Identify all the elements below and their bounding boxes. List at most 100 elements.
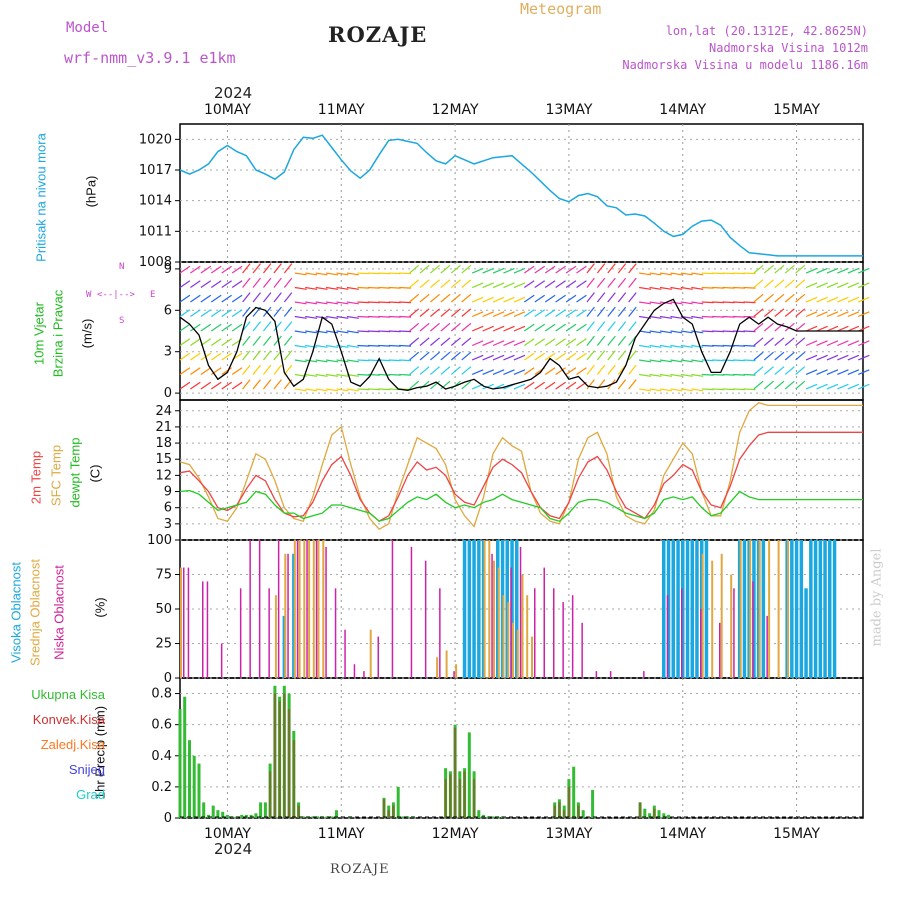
wind-barb: [492, 282, 505, 289]
wind-barb: [565, 294, 577, 303]
mid-cloud-bar: [445, 650, 448, 678]
wind-barb: [305, 272, 318, 276]
wind-barb: [555, 309, 566, 318]
wind-barb: [639, 344, 652, 348]
wind-barb: [305, 344, 318, 348]
wind-barb: [503, 296, 515, 303]
wind-barb: [440, 279, 451, 288]
wind-tick-label: 3: [164, 345, 172, 360]
wind-barb: [440, 351, 451, 361]
wind-barb: [576, 367, 587, 375]
wind-barb: [231, 323, 243, 332]
wind-barb: [482, 325, 494, 332]
mid-cloud-bar: [531, 636, 533, 678]
precip-legend-snow: Snijeg: [68, 762, 105, 777]
wind-barb: [743, 359, 756, 362]
low-cloud-bar: [581, 622, 583, 678]
wind-barb: [450, 293, 461, 303]
wind-barb: [305, 373, 318, 377]
temp-tick-label: 6: [164, 501, 172, 516]
high-cloud-bar: [662, 540, 666, 678]
wind-barb: [315, 344, 328, 348]
wind-barb: [200, 381, 212, 390]
wind-barb: [784, 293, 795, 303]
precip-conv-bar: [297, 805, 300, 818]
wind-barb: [680, 286, 693, 290]
wind-barb: [586, 321, 595, 332]
wind-barb: [712, 373, 725, 376]
precip-legend-hail: Grad: [76, 787, 105, 802]
day-label-bottom: 12MAY: [432, 826, 479, 842]
wind-barb: [388, 286, 401, 289]
wind-barb: [596, 292, 606, 303]
wind-barb: [263, 263, 272, 274]
wind-barb: [639, 373, 652, 377]
wind-barb: [190, 367, 201, 375]
wind-barb: [200, 280, 212, 289]
wind-barb: [544, 294, 556, 303]
wind-barb: [315, 330, 328, 334]
wind-barb: [659, 373, 672, 377]
wind-barb: [513, 282, 526, 289]
wind-barb: [367, 286, 380, 289]
wind-barb: [325, 286, 339, 290]
day-label-top: 13MAY: [545, 102, 592, 118]
wind-barb: [649, 272, 662, 276]
wind-barb: [639, 286, 652, 290]
wind-barb: [763, 308, 774, 317]
high-cloud-bar: [477, 540, 481, 678]
wind-barb: [670, 272, 683, 276]
wind-barb: [399, 344, 412, 347]
day-label-top: 10MAY: [204, 102, 251, 118]
mid-cloud-bar: [749, 540, 752, 678]
wind-barb: [628, 379, 637, 390]
wind-barb: [784, 264, 795, 274]
wind-barb: [273, 277, 282, 288]
wind-barb: [378, 301, 391, 304]
wind-barb: [210, 352, 222, 361]
wind-barb: [190, 309, 201, 318]
wind-barb: [712, 301, 725, 304]
mid-cloud-bar: [312, 540, 315, 678]
wind-barb: [399, 330, 412, 333]
mid-cloud-bar: [758, 540, 761, 678]
high-cloud-bar: [794, 540, 799, 678]
wind-barb: [847, 311, 860, 318]
wind-barb: [524, 280, 535, 289]
wind-barb: [680, 330, 693, 334]
wind-barb: [753, 322, 764, 332]
wind-barb: [596, 263, 606, 274]
precip-total-bar: [244, 814, 248, 818]
low-cloud-bar: [239, 588, 242, 678]
wind-barb: [534, 280, 546, 289]
sfc-temp-line: [179, 401, 863, 531]
wind-barb: [503, 325, 515, 332]
wind-barb: [659, 344, 672, 348]
pressure-tick-label: 1014: [139, 194, 172, 209]
mid-cloud-bar: [369, 629, 372, 678]
cloud-label-high: Visoka Oblacnost: [8, 562, 24, 663]
wind-barb: [263, 321, 272, 332]
wind-barb: [492, 267, 505, 274]
wind-barb: [722, 373, 735, 376]
wind-tick-label: 6: [164, 303, 172, 318]
mid-cloud-bar: [322, 540, 325, 678]
wind-barb: [774, 293, 785, 303]
wind-barb: [805, 296, 818, 303]
wind-barb: [283, 350, 293, 361]
wind-barb: [837, 369, 849, 376]
wind-barb: [492, 340, 505, 347]
wind-barb: [378, 286, 391, 289]
low-cloud-bar: [287, 553, 289, 678]
wind-barb: [346, 286, 359, 290]
wind-barb: [221, 352, 232, 361]
wind-barb: [325, 272, 339, 276]
wind-barb: [305, 286, 318, 290]
wind-barb: [847, 383, 860, 390]
wind-barb: [399, 359, 412, 362]
wind-barb: [273, 364, 282, 375]
wind-barb: [325, 388, 339, 392]
cloud-label-low: Niska Oblacnost: [51, 565, 67, 660]
wind-barb: [482, 311, 494, 318]
wind-barb: [701, 388, 714, 391]
